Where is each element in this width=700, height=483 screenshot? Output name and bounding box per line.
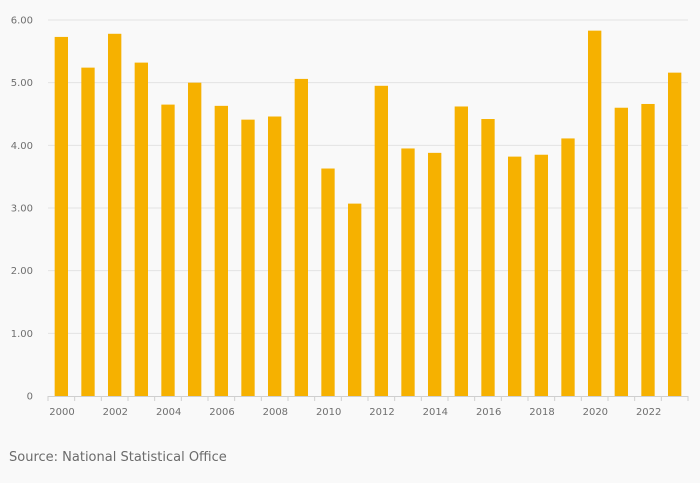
bar bbox=[641, 103, 655, 397]
bar bbox=[508, 156, 522, 396]
bar bbox=[108, 33, 122, 396]
bar bbox=[241, 119, 255, 396]
y-tick-label: 6.00 bbox=[11, 16, 33, 27]
bar bbox=[81, 67, 95, 397]
bar bbox=[481, 119, 495, 396]
bar bbox=[454, 106, 468, 396]
bar bbox=[348, 203, 362, 396]
bar bbox=[534, 154, 548, 396]
bar-chart: 0 1.00 2.00 3.00 4.00 5.00 6.00 2000 2002 2004 200… bbox=[11, 16, 689, 418]
y-tick-label: 2.00 bbox=[11, 266, 33, 277]
bar bbox=[134, 62, 148, 396]
x-tick-label: 2006 bbox=[209, 407, 234, 418]
x-tick-label: 2010 bbox=[316, 407, 341, 418]
bar bbox=[428, 152, 442, 396]
bar bbox=[268, 116, 282, 397]
x-tick-label: 2022 bbox=[636, 407, 661, 418]
x-tick-label: 2014 bbox=[423, 407, 448, 418]
source-note: Source: National Statistical Office bbox=[9, 450, 227, 465]
bar bbox=[561, 138, 575, 396]
y-tick-label: 3.00 bbox=[11, 204, 33, 215]
bar bbox=[321, 168, 335, 396]
x-tick-label: 2000 bbox=[49, 407, 74, 418]
x-tick-label: 2016 bbox=[476, 407, 501, 418]
bar bbox=[614, 107, 628, 396]
bar bbox=[668, 72, 682, 396]
x-tick-label: 2002 bbox=[103, 407, 128, 418]
y-tick-label: 1.00 bbox=[11, 329, 33, 340]
x-tick-label: 2008 bbox=[263, 407, 288, 418]
bar bbox=[294, 78, 308, 396]
bar bbox=[588, 30, 602, 397]
bar bbox=[214, 105, 228, 396]
x-tick-label: 2018 bbox=[529, 407, 554, 418]
y-tick-label: 0 bbox=[27, 392, 33, 403]
bar bbox=[54, 36, 68, 397]
bar bbox=[161, 104, 175, 396]
y-tick-label: 5.00 bbox=[11, 78, 33, 89]
bar bbox=[188, 82, 202, 397]
x-tick-label: 2004 bbox=[156, 407, 181, 418]
x-tick-label: 2020 bbox=[583, 407, 608, 418]
bar bbox=[401, 148, 415, 396]
x-tick-label: 2012 bbox=[369, 407, 394, 418]
y-tick-label: 4.00 bbox=[11, 141, 33, 152]
bar bbox=[374, 85, 388, 397]
